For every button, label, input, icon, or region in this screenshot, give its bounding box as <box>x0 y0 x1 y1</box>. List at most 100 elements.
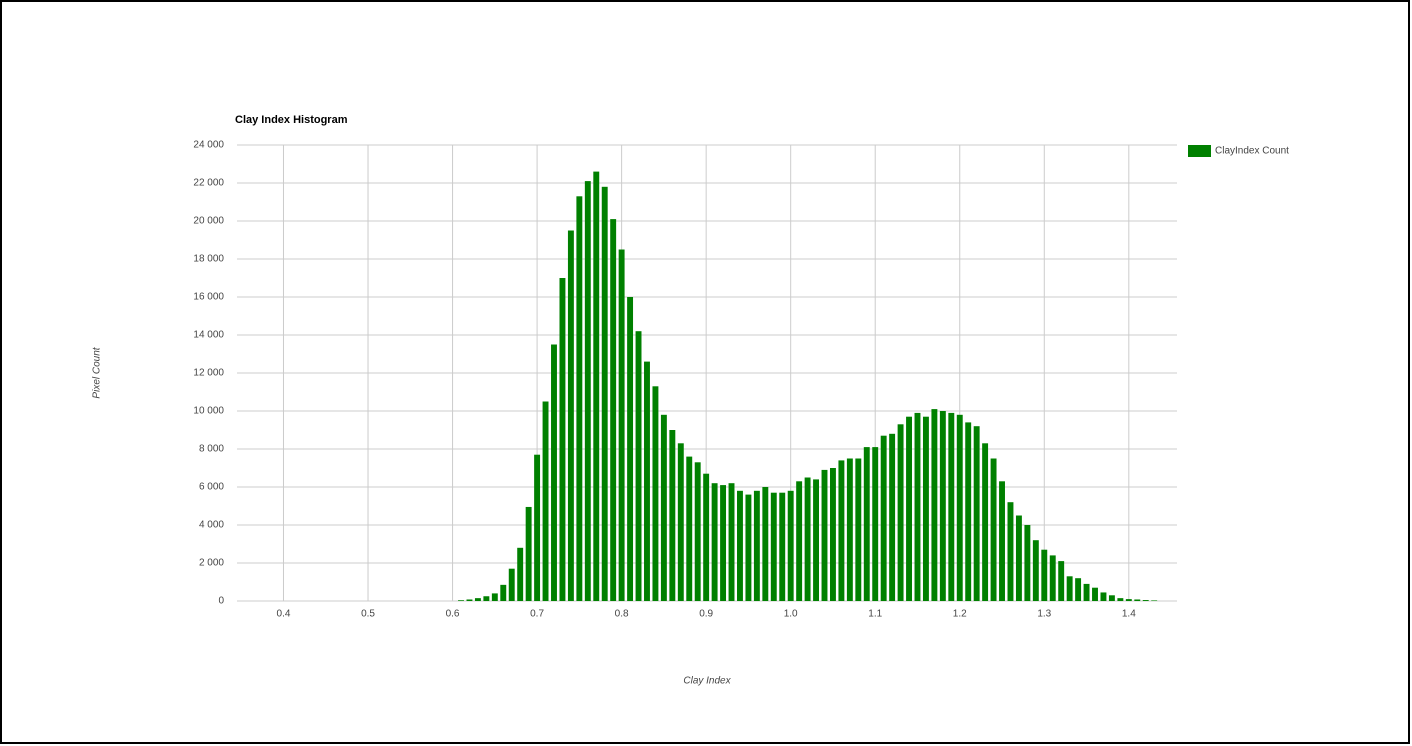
bar <box>1092 587 1098 601</box>
bar <box>804 477 811 601</box>
bar <box>948 412 955 601</box>
x-tick-label: 1.2 <box>953 609 967 620</box>
y-tick-label: 0 <box>218 596 224 607</box>
bar <box>1142 600 1149 601</box>
y-tick-label: 16 000 <box>193 292 224 303</box>
bar <box>1125 599 1132 601</box>
y-tick-label: 24 000 <box>193 140 224 151</box>
bar <box>720 485 727 601</box>
bar <box>880 435 887 601</box>
bar <box>770 492 777 601</box>
bar <box>914 412 921 601</box>
y-tick-label: 4 000 <box>199 520 224 531</box>
bar <box>694 462 701 601</box>
bar <box>787 490 794 601</box>
bar <box>1151 600 1158 601</box>
bar <box>855 458 862 601</box>
bar <box>1075 578 1082 601</box>
y-tick-label: 6 000 <box>199 482 224 493</box>
bar <box>821 469 828 601</box>
bar <box>491 593 498 601</box>
bar <box>813 479 820 601</box>
bar <box>542 401 549 601</box>
bar <box>1100 592 1107 601</box>
y-tick-label: 2 000 <box>199 558 224 569</box>
bar <box>711 483 718 601</box>
bar <box>1108 595 1115 601</box>
bar <box>745 494 752 601</box>
bar <box>956 414 963 601</box>
bar <box>753 490 760 601</box>
bar <box>660 414 667 601</box>
bar <box>458 600 464 601</box>
x-tick-label: 0.6 <box>446 609 460 620</box>
bar <box>973 426 980 601</box>
bar <box>838 460 845 601</box>
bar <box>601 186 608 602</box>
bar <box>610 219 617 601</box>
bar <box>677 443 684 601</box>
bar <box>500 584 507 601</box>
bar <box>635 331 642 601</box>
bar <box>559 278 566 601</box>
bar <box>593 171 600 601</box>
bar <box>534 454 541 601</box>
bar <box>906 416 912 601</box>
x-tick-label: 0.7 <box>530 609 544 620</box>
bar <box>618 249 625 601</box>
bar <box>737 490 743 601</box>
bar <box>644 361 650 601</box>
bar <box>1015 515 1022 601</box>
bar <box>483 596 490 601</box>
bar <box>1024 525 1031 601</box>
bar <box>627 297 634 601</box>
bar <box>762 487 769 601</box>
bar <box>897 424 904 601</box>
bar <box>551 344 557 601</box>
x-tick-label: 1.0 <box>784 609 798 620</box>
y-tick-label: 20 000 <box>193 216 224 227</box>
bar <box>982 443 989 601</box>
y-tick-label: 12 000 <box>193 368 224 379</box>
bar <box>584 181 591 601</box>
x-tick-label: 1.3 <box>1037 609 1051 620</box>
bar <box>525 506 532 601</box>
bar <box>779 492 786 601</box>
y-axis-label: Pixel Count <box>92 346 103 398</box>
y-tick-label: 18 000 <box>193 254 224 265</box>
bar <box>922 416 929 601</box>
legend-label: ClayIndex Count <box>1215 146 1289 157</box>
bar <box>508 568 515 601</box>
bar <box>567 230 574 601</box>
bar <box>846 458 853 601</box>
bar <box>1083 583 1090 601</box>
chart-title: Clay Index Histogram <box>235 114 348 126</box>
bar <box>990 458 997 601</box>
bar <box>889 433 896 601</box>
y-tick-label: 10 000 <box>193 406 224 417</box>
bar <box>1117 598 1124 601</box>
bar <box>1066 576 1073 601</box>
bar <box>703 473 710 601</box>
x-tick-label: 0.5 <box>361 609 375 620</box>
bar <box>576 196 583 602</box>
bar <box>863 447 870 601</box>
x-tick-label: 1.4 <box>1122 609 1136 620</box>
bar <box>796 481 803 601</box>
bar <box>517 547 524 601</box>
y-tick-label: 22 000 <box>193 178 224 189</box>
y-tick-label: 14 000 <box>193 330 224 341</box>
bar <box>965 422 972 601</box>
bar <box>728 483 735 601</box>
x-tick-label: 0.4 <box>277 609 291 620</box>
bar <box>686 456 693 601</box>
bar <box>931 409 938 601</box>
bar <box>1041 549 1048 601</box>
bar <box>872 447 879 601</box>
bar <box>1007 502 1014 601</box>
bar <box>652 386 659 601</box>
x-tick-label: 0.9 <box>699 609 713 620</box>
legend-swatch <box>1188 145 1211 157</box>
